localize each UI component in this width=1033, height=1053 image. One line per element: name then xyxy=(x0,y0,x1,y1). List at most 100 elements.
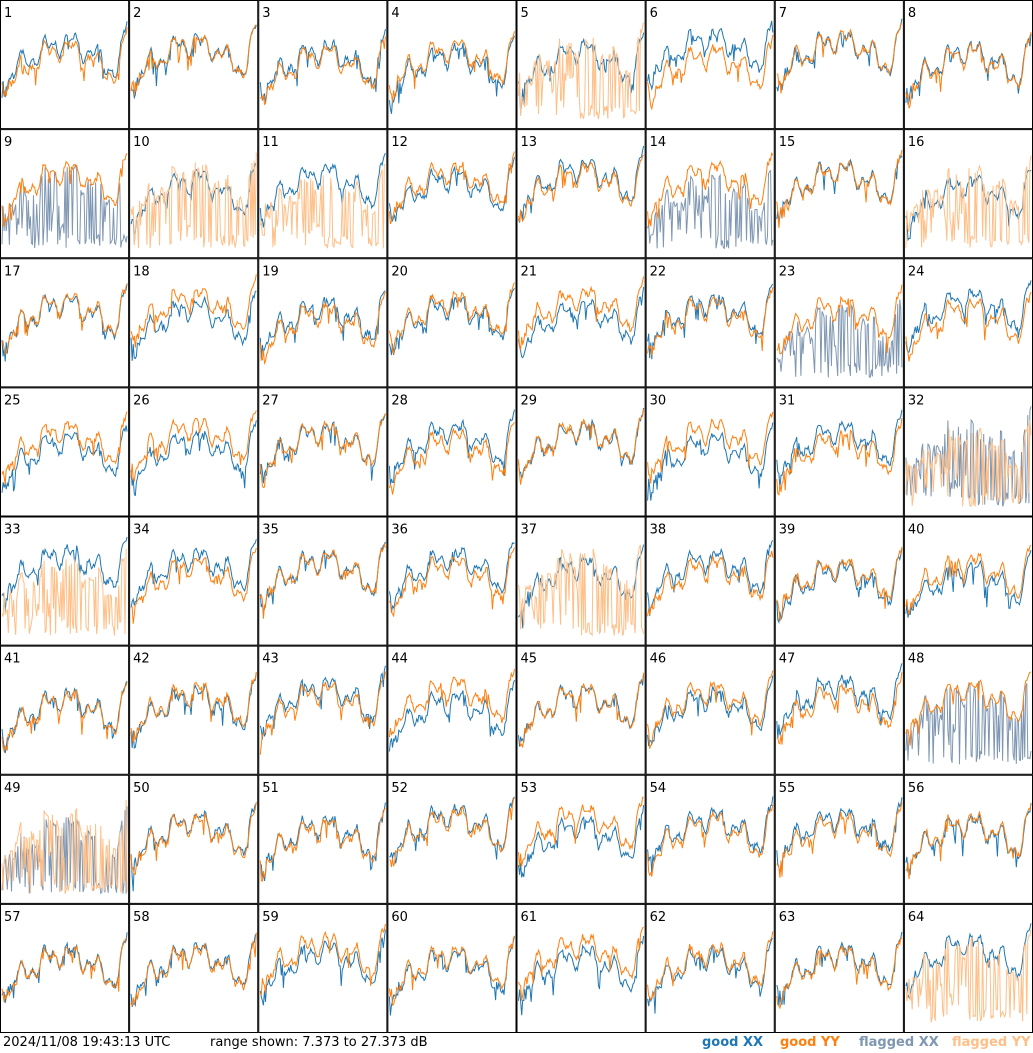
series-yy-good-line xyxy=(776,23,902,94)
panel-label: 17 xyxy=(4,264,21,279)
series-xx-good-line xyxy=(647,20,774,91)
series-xx-good-line xyxy=(259,290,386,360)
panel-label: 11 xyxy=(262,135,279,150)
series-xx-good-line xyxy=(518,145,645,223)
panel-14: 14 xyxy=(645,129,775,259)
panel-frame xyxy=(903,0,1033,130)
series-yy-good-line xyxy=(389,797,515,868)
panel-label: 45 xyxy=(521,652,538,667)
panel-frame xyxy=(645,645,775,775)
panel-11: 11 xyxy=(258,129,388,259)
panel-12: 12 xyxy=(387,129,517,259)
series-yy-good-line xyxy=(130,932,257,1007)
legend-good-xx: good XX xyxy=(702,1035,763,1051)
series-yy-good-line xyxy=(905,803,1032,880)
panel-frame xyxy=(387,903,517,1033)
panel-label: 33 xyxy=(4,523,21,538)
series-yy-good-line xyxy=(518,796,644,867)
panel-3: 3 xyxy=(258,0,388,130)
series-xx-good-line xyxy=(905,550,1032,618)
panel-frame xyxy=(258,903,388,1033)
series-yy-flagged-line xyxy=(905,155,1032,249)
panel-label: 40 xyxy=(908,523,925,538)
panel-20: 20 xyxy=(387,258,517,388)
panel-frame xyxy=(774,129,904,259)
panel-label: 23 xyxy=(779,264,796,279)
series-yy-good-line xyxy=(259,542,386,619)
series-yy-good-line xyxy=(388,421,515,495)
panel-36: 36 xyxy=(387,516,517,646)
legend-flagged-yy: flagged YY xyxy=(952,1035,1031,1051)
series-yy-good-line xyxy=(259,413,386,489)
panel-label: 62 xyxy=(650,910,667,925)
panel-frame xyxy=(516,129,646,259)
panel-frame xyxy=(258,516,388,646)
panel-frame xyxy=(258,645,388,775)
series-yy-good-line xyxy=(1,27,128,97)
panel-label: 56 xyxy=(908,781,925,796)
panel-46: 46 xyxy=(645,645,775,775)
series-xx-good-line xyxy=(647,422,774,501)
series-xx-good-line xyxy=(647,540,774,617)
series-yy-good-line xyxy=(518,672,645,748)
series-yy-good-line xyxy=(905,291,1032,362)
panel-label: 19 xyxy=(262,264,279,279)
series-yy-good-line xyxy=(647,287,774,357)
panel-7: 7 xyxy=(774,0,904,130)
series-yy-good-line xyxy=(259,291,386,366)
panel-22: 22 xyxy=(645,258,775,388)
series-yy-good-line xyxy=(647,411,774,484)
panel-18: 18 xyxy=(129,258,259,388)
series-xx-good-line xyxy=(518,804,645,878)
series-xx-good-line xyxy=(388,156,515,222)
series-yy-good-line xyxy=(388,935,515,1007)
series-yy-good-line xyxy=(905,545,1032,615)
panel-60: 60 xyxy=(387,903,517,1033)
series-xx-good-line xyxy=(130,539,257,608)
panel-50: 50 xyxy=(129,774,259,904)
legend-good-yy: good YY xyxy=(780,1035,840,1051)
panel-frame xyxy=(387,129,517,259)
panel-55: 55 xyxy=(774,774,904,904)
panel-frame xyxy=(387,0,517,130)
panel-label: 50 xyxy=(133,781,150,796)
legend-good-yy-pol: YY xyxy=(821,1035,840,1050)
timestamp: 2024/11/08 19:43:13 UTC xyxy=(3,1035,171,1050)
series-yy-good-line xyxy=(130,410,257,483)
series-yy-good-line xyxy=(776,284,903,355)
panel-27: 27 xyxy=(258,387,388,517)
panel-54: 54 xyxy=(645,774,775,904)
panel-label: 20 xyxy=(391,264,408,279)
series-xx-good-line xyxy=(1,21,128,98)
panel-label: 59 xyxy=(262,910,279,925)
panel-label: 12 xyxy=(391,135,408,150)
series-yy-good-line xyxy=(518,154,644,223)
series-yy-good-line xyxy=(647,151,774,227)
panel-label: 49 xyxy=(4,781,21,796)
panel-29: 29 xyxy=(516,387,646,517)
series-xx-flagged-line xyxy=(647,169,774,250)
panel-45: 45 xyxy=(516,645,646,775)
series-xx-good-line xyxy=(388,409,515,486)
panel-label: 60 xyxy=(391,910,408,925)
panel-label: 39 xyxy=(779,523,796,538)
series-yy-good-line xyxy=(388,31,515,103)
series-yy-good-line xyxy=(518,926,644,1001)
panel-32: 32 xyxy=(903,387,1033,517)
series-yy-good-line xyxy=(518,276,645,350)
panel-frame xyxy=(645,903,775,1033)
panel-frame xyxy=(516,903,646,1033)
panel-frame xyxy=(129,903,259,1033)
panel-label: 26 xyxy=(133,393,150,408)
series-xx-flagged-line xyxy=(905,681,1032,765)
panel-label: 16 xyxy=(908,135,925,150)
panel-47: 47 xyxy=(774,645,904,775)
series-yy-good-line xyxy=(130,671,257,743)
series-xx-good-line xyxy=(905,802,1032,876)
panel-6: 6 xyxy=(645,0,775,130)
panel-label: 48 xyxy=(908,652,925,667)
series-yy-good-line xyxy=(259,807,386,882)
panel-frame xyxy=(903,258,1033,388)
series-xx-flagged-line xyxy=(905,406,1032,507)
